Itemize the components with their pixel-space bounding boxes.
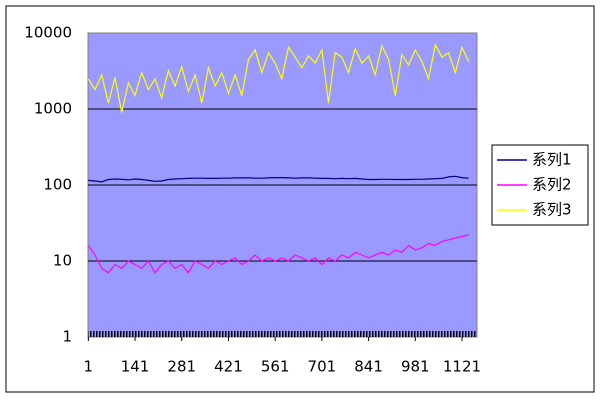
- x-tick-label: 561: [261, 358, 290, 376]
- y-tick-label: 100: [43, 176, 72, 194]
- legend-label: 系列1: [532, 151, 572, 169]
- x-tick-label: 701: [308, 358, 337, 376]
- x-tick-label: 141: [121, 358, 150, 376]
- y-tick-label: 10: [53, 252, 72, 270]
- y-tick-label: 1000: [34, 100, 72, 118]
- y-tick-label: 1: [62, 328, 72, 346]
- series-line: [87, 234, 469, 274]
- x-tick-label: 1121: [443, 358, 481, 376]
- legend-label: 系列2: [532, 176, 572, 194]
- x-tick-label: 281: [167, 358, 196, 376]
- series-line: [88, 175, 469, 183]
- x-tick-label: 981: [401, 358, 430, 376]
- legend-label: 系列3: [532, 201, 572, 219]
- y-tick-label: 10000: [24, 24, 72, 42]
- minor-ticks: [88, 331, 477, 337]
- x-tick-label: 421: [214, 358, 243, 376]
- x-tick-label: 841: [354, 358, 383, 376]
- x-tick-label: 1: [84, 358, 94, 376]
- series-line: [87, 43, 470, 113]
